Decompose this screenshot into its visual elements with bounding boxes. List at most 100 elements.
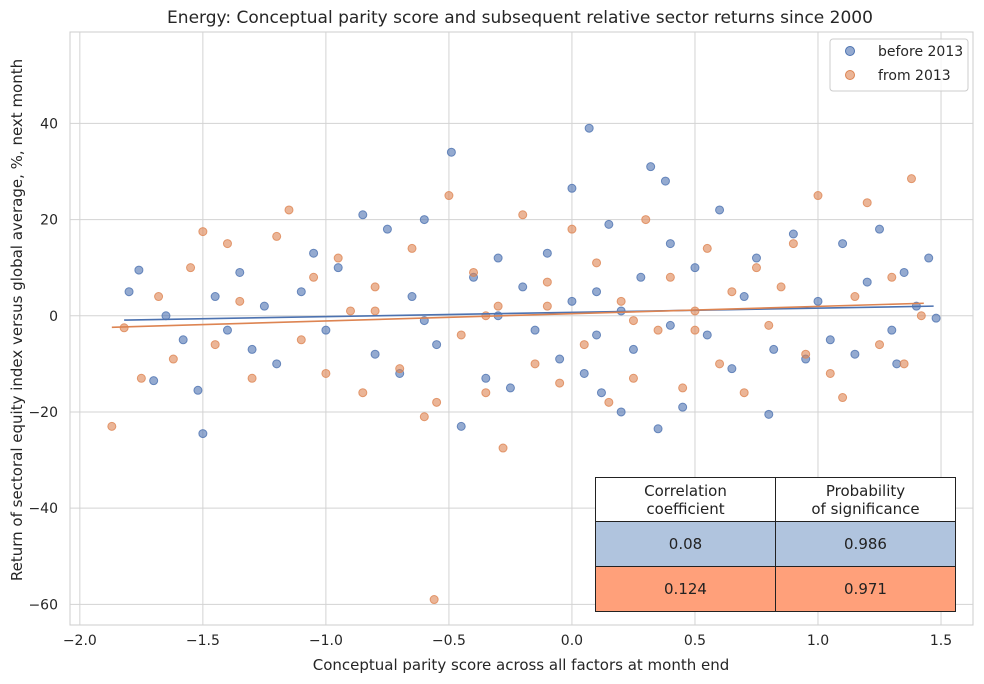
point xyxy=(628,373,638,383)
point xyxy=(916,311,926,321)
point xyxy=(358,388,368,398)
point xyxy=(530,325,540,335)
point xyxy=(296,287,306,297)
point xyxy=(469,267,479,277)
point xyxy=(210,340,220,350)
point xyxy=(579,368,589,378)
point xyxy=(751,253,761,263)
point xyxy=(370,282,380,292)
point xyxy=(345,306,355,316)
point xyxy=(259,301,269,311)
point xyxy=(446,147,456,157)
point xyxy=(887,325,897,335)
point xyxy=(542,301,552,311)
legend: before 2013 from 2013 xyxy=(829,38,969,92)
point xyxy=(370,349,380,359)
point xyxy=(825,368,835,378)
point xyxy=(136,373,146,383)
point xyxy=(518,210,528,220)
points xyxy=(107,123,941,605)
point xyxy=(247,373,257,383)
point xyxy=(481,373,491,383)
point xyxy=(444,191,454,201)
point xyxy=(653,424,663,434)
point xyxy=(222,239,232,249)
point xyxy=(333,263,343,273)
stats-table: Correlation coefficient Probability of si… xyxy=(595,477,956,612)
point xyxy=(149,376,159,386)
y-tick-label: 40 xyxy=(40,116,58,132)
point xyxy=(690,263,700,273)
point xyxy=(862,277,872,287)
point xyxy=(764,409,774,419)
point xyxy=(702,330,712,340)
point xyxy=(154,292,164,302)
y-tick-label: −60 xyxy=(28,597,58,613)
point xyxy=(419,215,429,225)
point xyxy=(395,364,405,374)
y-axis-label: Return of sectoral equity index versus g… xyxy=(8,59,26,581)
point xyxy=(567,224,577,234)
column-header: Probability of significance xyxy=(775,477,956,522)
legend-label: from 2013 xyxy=(878,68,951,84)
point xyxy=(210,292,220,302)
point xyxy=(616,407,626,417)
y-tick-label: 20 xyxy=(40,213,58,229)
point xyxy=(899,359,909,369)
point xyxy=(899,267,909,277)
point xyxy=(739,388,749,398)
point xyxy=(838,393,848,403)
point xyxy=(284,205,294,215)
point xyxy=(542,248,552,258)
point xyxy=(429,595,439,605)
point xyxy=(788,239,798,249)
point xyxy=(198,429,208,439)
point xyxy=(875,224,885,234)
table-cell: 0.08 xyxy=(595,521,776,567)
point xyxy=(715,205,725,215)
point xyxy=(592,287,602,297)
table-cell: 0.986 xyxy=(775,521,956,567)
x-tick-label: 0.0 xyxy=(561,633,583,649)
point xyxy=(769,344,779,354)
point xyxy=(407,243,417,253)
x-tick-label: −2.0 xyxy=(63,633,97,649)
point xyxy=(493,253,503,263)
point xyxy=(862,198,872,208)
point xyxy=(333,253,343,263)
point xyxy=(665,320,675,330)
point xyxy=(567,183,577,193)
point xyxy=(309,248,319,258)
x-tick-label: −0.5 xyxy=(432,633,466,649)
point xyxy=(222,325,232,335)
point xyxy=(678,402,688,412)
point xyxy=(198,227,208,237)
legend-box xyxy=(829,38,969,92)
point xyxy=(678,383,688,393)
point xyxy=(801,349,811,359)
point xyxy=(646,162,656,172)
point xyxy=(788,229,798,239)
point xyxy=(178,335,188,345)
point xyxy=(579,340,589,350)
point xyxy=(235,267,245,277)
point xyxy=(407,292,417,302)
x-tick-label: 0.5 xyxy=(684,633,706,649)
point xyxy=(715,359,725,369)
point xyxy=(358,210,368,220)
point xyxy=(321,325,331,335)
point xyxy=(875,340,885,350)
point xyxy=(555,354,565,364)
point xyxy=(432,340,442,350)
x-tick-label: −1.0 xyxy=(309,633,343,649)
point xyxy=(813,296,823,306)
y-tick-label: 0 xyxy=(49,309,58,325)
table-row: 0.08 0.986 xyxy=(595,521,956,567)
table-cell: 0.124 xyxy=(595,566,776,612)
point xyxy=(592,258,602,268)
point xyxy=(825,335,835,345)
point xyxy=(542,277,552,287)
point xyxy=(272,359,282,369)
